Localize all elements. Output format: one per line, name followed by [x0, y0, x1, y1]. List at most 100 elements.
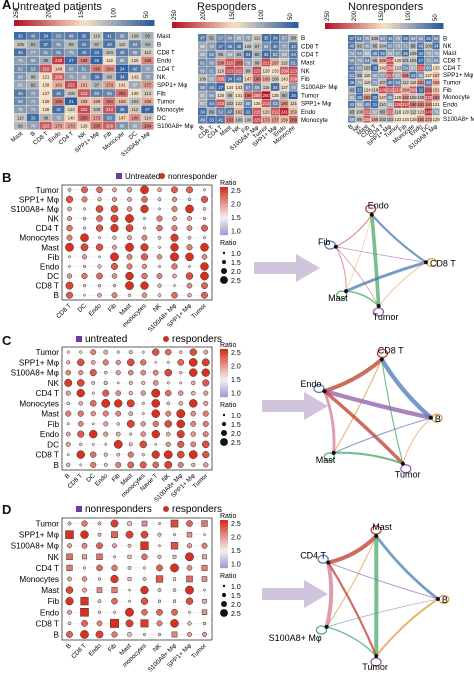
heatmap-cell [39, 121, 52, 130]
heatmap-cell [279, 34, 289, 42]
heatmap-cell [103, 97, 116, 106]
heatmap-row-label: CD4 T [301, 52, 319, 59]
heatmap-cell [141, 113, 154, 122]
heatmap-value: 119 [364, 80, 371, 85]
dot-mark [110, 252, 119, 262]
heatmap-value: 31 [372, 102, 377, 107]
heatmap-cell [432, 64, 440, 72]
dot-mark [96, 587, 103, 593]
y-tick-label: Mast [41, 586, 59, 595]
heatmap-value: 38 [380, 51, 385, 56]
heatmap-cell [378, 71, 386, 79]
heatmap-cell [401, 71, 409, 79]
dot-mark [186, 565, 193, 571]
heatmap-cell [401, 57, 409, 64]
heatmap-value: 40 [107, 42, 112, 47]
dot-mark [142, 226, 147, 230]
heatmap-value: 48 [120, 50, 125, 55]
heatmap-cell [115, 81, 129, 89]
heatmap-cell [348, 115, 356, 123]
heatmap-value: 91 [237, 52, 242, 57]
heatmap-cell [432, 49, 440, 57]
heatmap-cell [39, 113, 52, 122]
heatmap-col-label: B [199, 125, 206, 132]
heatmap-cell [14, 89, 27, 97]
colorbar-segment [220, 389, 228, 393]
dot-mark [152, 461, 160, 469]
heatmap-cell [363, 71, 371, 79]
heatmap-cell [363, 35, 371, 42]
heatmap-value: 44 [209, 101, 214, 106]
heatmap-value: 220 [425, 95, 433, 100]
x-tick-label: DC [85, 472, 97, 484]
heatmap-cell [141, 72, 154, 81]
heatmap-cell [270, 42, 280, 50]
heatmap-value: 147 [119, 115, 127, 120]
network-node-label: Tumor [362, 662, 388, 672]
dot-mark [127, 461, 135, 469]
heatmap-value: 90 [282, 93, 287, 98]
heatmap-cell [409, 79, 417, 86]
heatmap-cell [252, 66, 262, 75]
colorbar-segment [226, 22, 232, 28]
heatmap-value: 110 [379, 102, 386, 107]
heatmap-cell [386, 64, 394, 72]
colorbar-segment [220, 394, 228, 398]
dot-mark [201, 520, 208, 527]
heatmap-value: 129 [402, 109, 410, 114]
heatmap-value: 108 [417, 95, 425, 100]
dot-mark [165, 410, 172, 417]
heatmap-value: 75 [357, 58, 362, 63]
heatmap-cell [401, 49, 409, 57]
dot-mark [111, 273, 118, 279]
heatmap-value: 180 [131, 115, 139, 120]
heatmap-cell [261, 58, 271, 67]
dot-mark [66, 291, 73, 299]
dot-mark [172, 216, 177, 222]
dot-mark [111, 564, 118, 572]
legend-marker-2 [159, 173, 165, 179]
colorbar-segment [277, 22, 282, 28]
heatmap-cell [115, 121, 129, 130]
dot-mark [178, 401, 183, 406]
heatmap-cell [355, 101, 363, 108]
heatmap-cell [115, 40, 129, 48]
dot-mark [152, 348, 160, 356]
dot-mark [201, 291, 208, 299]
heatmap-value: 38 [94, 75, 99, 80]
dot-mark [202, 207, 207, 211]
heatmap-value: 141 [119, 83, 127, 88]
dot-mark [110, 214, 119, 223]
dot-mark [166, 401, 171, 406]
heatmap-value: 137 [42, 91, 50, 96]
colorbar-segment [220, 532, 228, 535]
heatmap-cell [270, 58, 280, 67]
heatmap-cell [198, 99, 207, 108]
network-edge [335, 246, 379, 307]
heatmap-cell [77, 72, 90, 81]
heatmap-col-label: DC [128, 131, 139, 142]
heatmap-value: 215 [42, 66, 50, 71]
heatmap-cell [386, 86, 394, 94]
heatmap-cell [386, 57, 394, 64]
heatmap-cell [103, 64, 116, 73]
dot-mark [66, 631, 73, 638]
heatmap-cell [401, 42, 409, 50]
heatmap-cell [270, 115, 280, 124]
network-node-label: Mast [372, 522, 392, 532]
heatmap-value: 91 [31, 42, 36, 47]
network-self-loop [323, 452, 335, 462]
heatmap-cell [401, 101, 409, 108]
dot-mark [65, 431, 71, 437]
heatmap-cell [14, 121, 27, 130]
network-edge [333, 451, 404, 465]
dot-mark [141, 553, 148, 561]
heatmap-value: 115 [263, 85, 270, 90]
heatmap-value: 138 [42, 83, 50, 88]
heatmap-value: 208 [410, 87, 418, 92]
network-node [322, 389, 327, 394]
dot-mark [110, 224, 119, 233]
heatmap-cell [225, 91, 234, 100]
heatmap-value: 34 [200, 109, 205, 114]
heatmap-value: 223 [226, 68, 234, 73]
